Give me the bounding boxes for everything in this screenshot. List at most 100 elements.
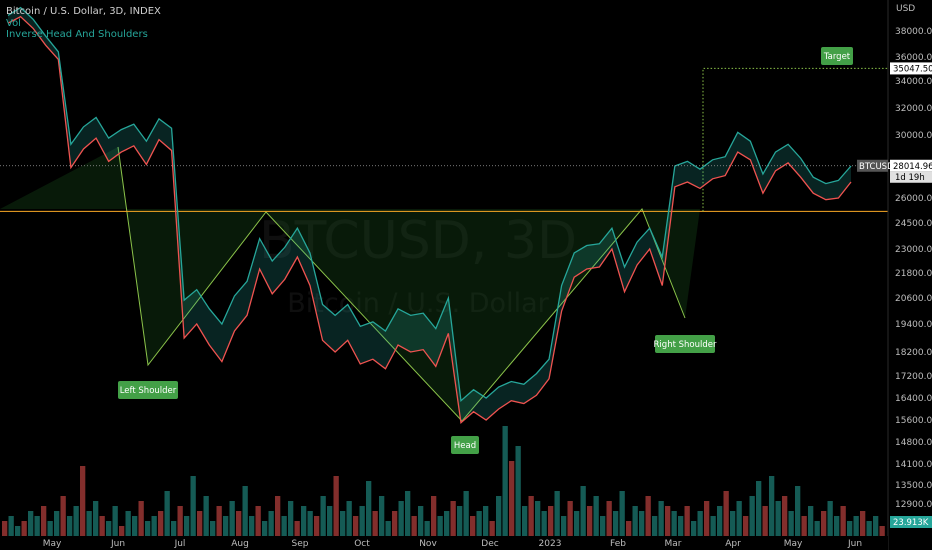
label-head: Head xyxy=(454,441,476,451)
y-tick-label: 38000.00 xyxy=(895,27,932,37)
volume-tag-bg xyxy=(890,516,932,528)
volume-bar xyxy=(561,516,567,536)
x-tick-label: May xyxy=(784,539,803,549)
volume-bar xyxy=(834,516,840,536)
volume-bar xyxy=(457,506,463,536)
volume-bar xyxy=(366,481,372,536)
y-tick-label: 34000.00 xyxy=(895,77,932,87)
target-price-tag: 35047.50 xyxy=(893,64,932,74)
target-line xyxy=(702,67,888,212)
legend-volume[interactable]: Vol xyxy=(6,17,21,29)
volume-bar xyxy=(86,511,92,536)
volume-bar xyxy=(106,521,112,536)
volume-bar xyxy=(463,491,469,536)
volume-bar xyxy=(554,491,560,536)
volume-bar xyxy=(515,446,521,536)
volume-bar xyxy=(743,516,749,536)
volume-bar xyxy=(717,506,723,536)
volume-bar xyxy=(418,506,424,536)
x-tick-label: Sep xyxy=(292,539,309,549)
volume-bar xyxy=(8,516,14,536)
volume-bar xyxy=(21,521,27,536)
volume-bar xyxy=(496,496,502,536)
volume-bar xyxy=(333,476,339,536)
axis-unit: USD xyxy=(896,4,915,14)
y-tick-label: 15600.00 xyxy=(895,416,932,426)
volume-bar xyxy=(866,521,872,536)
volume-bar xyxy=(112,506,118,536)
volume-bar xyxy=(340,511,346,536)
volume-bar xyxy=(47,521,53,536)
volume-bar xyxy=(99,516,105,536)
label-right-shoulder-bg xyxy=(655,335,715,353)
band-fill xyxy=(8,7,851,423)
volume-bar xyxy=(450,501,456,536)
volume-bar xyxy=(541,511,547,536)
target-price-tag-bg xyxy=(890,62,932,75)
legend-symbol[interactable]: Bitcoin / U.S. Dollar, 3D, INDEX xyxy=(6,6,161,17)
y-tick-label: 23000.00 xyxy=(895,245,932,255)
volume-bar xyxy=(795,486,801,536)
volume-bar xyxy=(502,426,508,536)
volume-bar xyxy=(197,511,203,536)
volume-bar xyxy=(294,521,300,536)
volume-bar xyxy=(476,511,482,536)
legend-indicator[interactable]: Inverse Head And Shoulders xyxy=(6,29,148,40)
volume-bar xyxy=(346,501,352,536)
volume-bar xyxy=(632,506,638,536)
volume-bar xyxy=(528,496,534,536)
volume-bar xyxy=(775,501,781,536)
volume-bar xyxy=(411,516,417,536)
volume-bar xyxy=(587,506,593,536)
x-tick-label: Oct xyxy=(354,539,370,549)
current-price-tag: 28014.96 xyxy=(893,162,932,172)
volume-bar xyxy=(119,526,125,536)
x-tick-label: Mar xyxy=(665,539,682,549)
y-tick-label: 16400.00 xyxy=(895,394,932,404)
volume-bar xyxy=(60,496,66,536)
volume-bar xyxy=(268,511,274,536)
volume-bar xyxy=(723,491,729,536)
x-tick-label: Jun xyxy=(847,539,862,549)
label-target: Target xyxy=(823,52,851,62)
label-left-shoulder-bg xyxy=(118,381,178,399)
volume-bar xyxy=(827,501,833,536)
volume-bar xyxy=(769,476,775,536)
x-tick-label: 2023 xyxy=(539,539,562,549)
current-price-tag-bg xyxy=(890,159,932,172)
volume-bar xyxy=(606,501,612,536)
volume-bar xyxy=(145,521,151,536)
volume-bar xyxy=(431,496,437,536)
volume-bar xyxy=(177,506,183,536)
y-tick-label: 14100.00 xyxy=(895,460,932,470)
volume-bar xyxy=(80,466,86,536)
pattern-line xyxy=(117,146,686,422)
volume-bar xyxy=(93,501,99,536)
x-tick-label: Dec xyxy=(481,539,498,549)
volume-bar xyxy=(840,506,846,536)
y-tick-label: 20600.00 xyxy=(895,294,932,304)
y-tick-label: 26000.00 xyxy=(895,194,932,204)
symbol-tag-bg xyxy=(857,159,888,172)
volume-bar xyxy=(262,521,268,536)
series-lower xyxy=(7,15,852,425)
volume-bar xyxy=(327,506,333,536)
volume-bar xyxy=(879,526,885,536)
price-axis xyxy=(888,0,932,550)
volume-bar xyxy=(15,526,21,536)
volume-bar xyxy=(216,506,222,536)
time-axis xyxy=(0,536,888,550)
volume-bar xyxy=(281,516,287,536)
volume-bar xyxy=(34,516,40,536)
volume-bar xyxy=(28,511,34,536)
y-tick-label: 18200.00 xyxy=(895,348,932,358)
volume-bar xyxy=(54,511,60,536)
volume-bar xyxy=(483,506,489,536)
x-tick-label: Jun xyxy=(110,539,125,549)
volume-bar xyxy=(379,496,385,536)
pattern-fill xyxy=(0,147,700,421)
volume-bar xyxy=(658,501,664,536)
volume-bar xyxy=(730,511,736,536)
chart-legend: Bitcoin / U.S. Dollar, 3D, INDEX Vol Inv… xyxy=(6,6,161,41)
